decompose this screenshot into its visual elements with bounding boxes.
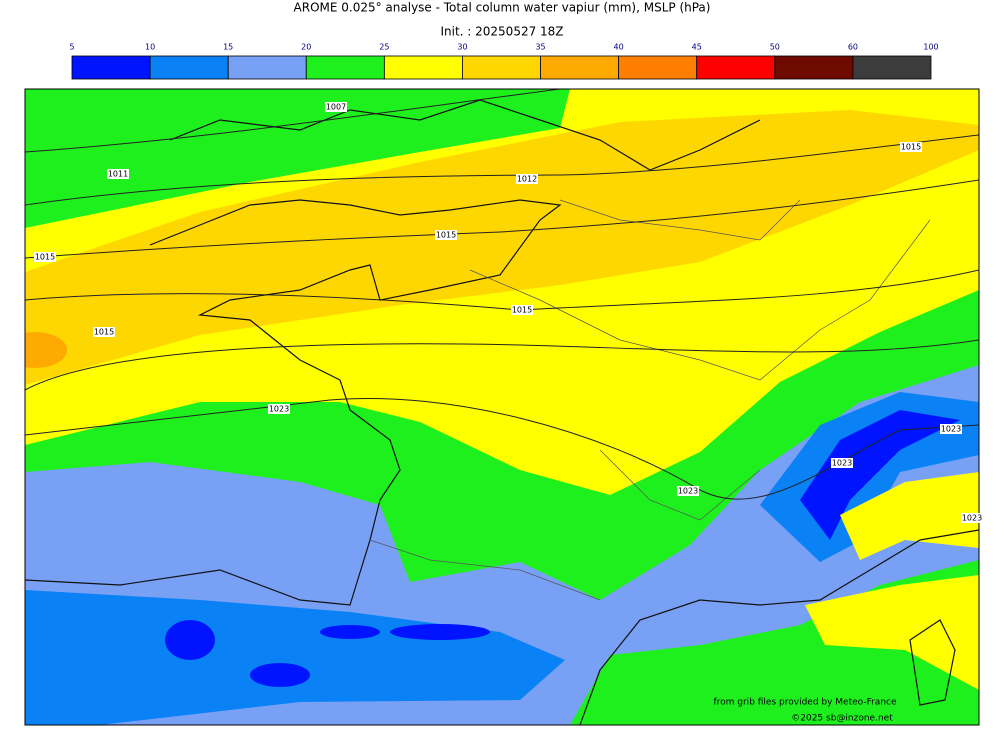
- colorbar-tick-label: 100: [923, 43, 938, 52]
- isobar-label: 1015: [94, 328, 114, 337]
- isobar-label-bg: [831, 458, 853, 468]
- isobar: [25, 134, 979, 206]
- isobar-label: 1011: [108, 170, 128, 179]
- colorbar-tick-label: 15: [223, 43, 233, 52]
- isobar-label-bg: [511, 305, 533, 315]
- colorbar-tick-label: 45: [692, 43, 702, 52]
- isobar-label: 1023: [962, 514, 982, 523]
- isobar: [25, 179, 979, 259]
- map: [25, 89, 979, 725]
- isobar-label-bg: [940, 424, 962, 434]
- isobar-label: 1012: [517, 175, 537, 184]
- isobar-label: 1015: [512, 306, 532, 315]
- isobar-label: 1023: [832, 459, 852, 468]
- colorbar-box: [149, 55, 229, 80]
- isobar-label-bg: [900, 142, 922, 152]
- colorbar-tick-label: 40: [614, 43, 624, 52]
- colorbar-box: [852, 55, 932, 80]
- water-vapour-area: [840, 472, 979, 560]
- colorbar-box: [618, 55, 698, 80]
- colorbar-tick-label: 30: [457, 43, 467, 52]
- isobar-label-bg: [93, 327, 115, 337]
- colorbar-tick-label: 60: [848, 43, 858, 52]
- isobar-label-bg: [34, 252, 56, 262]
- credit: from grib files provided by Meteo-France: [713, 698, 896, 708]
- colorbar-tick-label: 10: [145, 43, 155, 52]
- colorbar-box: [774, 55, 854, 80]
- water-vapour-area: [165, 620, 215, 660]
- border: [369, 199, 931, 601]
- coastline: [909, 619, 956, 706]
- coastline: [579, 529, 979, 725]
- colorbar-box: [227, 55, 307, 80]
- water-vapour-area: [25, 110, 979, 385]
- water-vapour-area: [25, 332, 67, 368]
- water-vapour-area: [25, 590, 565, 725]
- isobar-label: 1015: [901, 143, 921, 152]
- water-vapour-area: [250, 663, 310, 687]
- isobar-label-bg: [325, 102, 347, 112]
- water-vapour-area: [805, 575, 979, 690]
- isobar-label: 1023: [678, 487, 698, 496]
- colorbar-tick-label: 5: [69, 43, 74, 52]
- isobar: [25, 397, 979, 500]
- isobar-label-bg: [107, 169, 129, 179]
- water-vapour-area: [320, 625, 380, 639]
- isobar: [25, 339, 979, 391]
- water-vapour-area: [800, 410, 960, 540]
- isobar-label: 1015: [436, 231, 456, 240]
- title: AROME 0.025° analyse - Total column wate…: [294, 1, 711, 15]
- isobar-label-bg: [961, 513, 983, 523]
- colorbar-box: [383, 55, 463, 80]
- credit: ©2025 sb@inzone.net: [791, 714, 893, 724]
- colorbar-tick-label: 25: [379, 43, 389, 52]
- isobar-label: 1015: [35, 253, 55, 262]
- colorbar-box: [71, 55, 151, 80]
- isobar-label: 1007: [326, 103, 346, 112]
- colorbar-box: [462, 55, 541, 80]
- subtitle: Init. : 20250527 18Z: [440, 25, 563, 39]
- water-vapour-area: [25, 490, 230, 540]
- isobar-label-bg: [516, 174, 538, 184]
- colorbar-box: [696, 55, 776, 80]
- water-vapour-area: [700, 89, 979, 115]
- isobar-labels: 1007 1011 1012 1015 1015 1015 1015 1015 1023 1023…: [34, 102, 983, 523]
- isobar-label-bg: [677, 486, 699, 496]
- colorbar-box: [540, 55, 620, 80]
- colorbar: 5 10 15 20 25 30 35 40 45 50 60 100: [69, 43, 939, 80]
- isobar-label: 1023: [269, 405, 289, 414]
- isobar-label: 1023: [941, 425, 961, 434]
- colorbar-tick-label: 20: [301, 43, 311, 52]
- colorbar-box: [305, 55, 385, 80]
- isobar-label-bg: [435, 230, 457, 240]
- isobar: [25, 89, 561, 153]
- water-vapour-area: [390, 624, 490, 640]
- isobar-label-bg: [268, 404, 290, 414]
- colorbar-tick-label: 50: [770, 43, 780, 52]
- colorbar-tick-label: 35: [535, 43, 545, 52]
- map-frame: [24, 88, 980, 726]
- water-vapour-area: [25, 89, 570, 228]
